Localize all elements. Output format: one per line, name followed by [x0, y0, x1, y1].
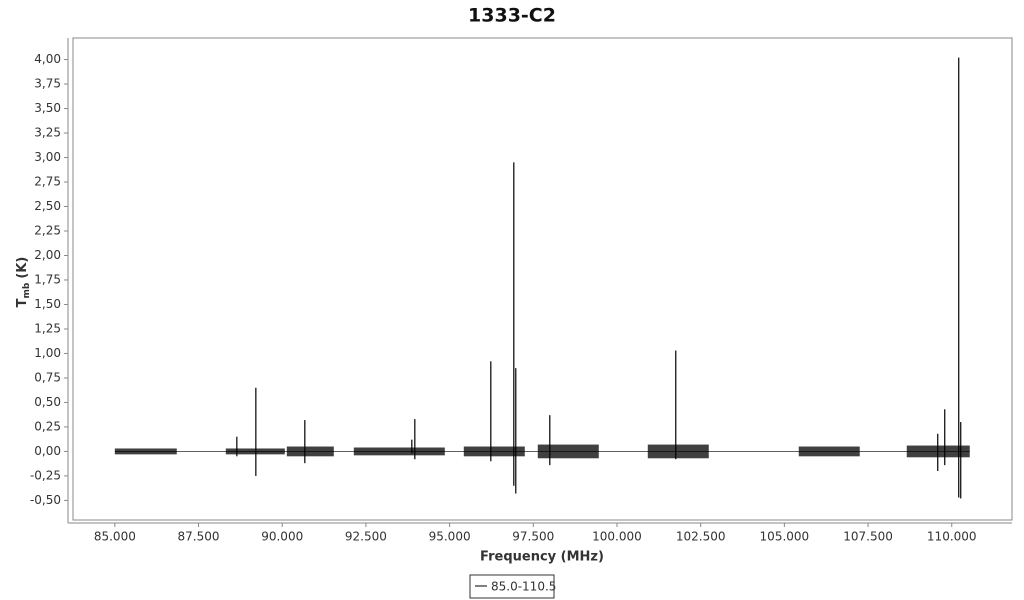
y-tick-label: 3,75 [34, 77, 61, 91]
x-axis-label: Frequency (MHz) [480, 550, 604, 565]
noise-band [647, 444, 709, 459]
noise-band [463, 446, 525, 457]
x-tick-label: 97.500 [512, 530, 554, 544]
y-tick-label: -0,25 [30, 468, 61, 482]
y-tick-label: 0,25 [34, 419, 61, 433]
y-tick-label: 4,00 [34, 52, 61, 66]
y-tick-label: 3,25 [34, 126, 61, 140]
noise-band [114, 448, 177, 455]
plot-frame [72, 37, 1013, 521]
legend [469, 574, 555, 599]
x-tick-label: 85.000 [94, 530, 136, 544]
y-tick-label: 3,00 [34, 150, 61, 164]
y-label-main: T [15, 298, 30, 307]
y-label-sub: mb [22, 282, 32, 298]
y-tick-label: -0,50 [30, 493, 61, 507]
x-tick-label: 102.500 [676, 530, 726, 544]
noise-band [537, 444, 599, 459]
x-tick-label: 92.500 [345, 530, 387, 544]
y-tick-label: 0,75 [34, 370, 61, 384]
noise-band [353, 447, 445, 456]
y-tick-label: 1,00 [34, 346, 61, 360]
y-tick-label: 1,75 [34, 272, 61, 286]
y-tick-label: 0,50 [34, 395, 61, 409]
noise-band [286, 446, 334, 457]
x-tick-label: 90.000 [261, 530, 303, 544]
x-tick-label: 95.000 [429, 530, 471, 544]
y-tick-label: 0,00 [34, 444, 61, 458]
x-tick-label: 87.500 [178, 530, 220, 544]
y-label-unit: (K) [15, 257, 30, 279]
chart-title: 1333-C2 [468, 5, 556, 27]
x-tick-label: 107.500 [843, 530, 893, 544]
x-tick-label: 100.000 [592, 530, 642, 544]
noise-band [798, 446, 860, 457]
y-tick-label: 2,75 [34, 175, 61, 189]
y-tick-label: 3,50 [34, 101, 61, 115]
y-axis-label: Tmb (K) [15, 257, 32, 308]
y-tick-label: 1,25 [34, 321, 61, 335]
legend-label: 85.0-110.5 [491, 580, 556, 594]
y-tick-label: 2,00 [34, 248, 61, 262]
x-tick-label: 110.000 [927, 530, 977, 544]
y-tick-label: 1,50 [34, 297, 61, 311]
y-tick-label: 2,25 [34, 223, 61, 237]
x-tick-label: 105.000 [760, 530, 810, 544]
y-tick-label: 2,50 [34, 199, 61, 213]
